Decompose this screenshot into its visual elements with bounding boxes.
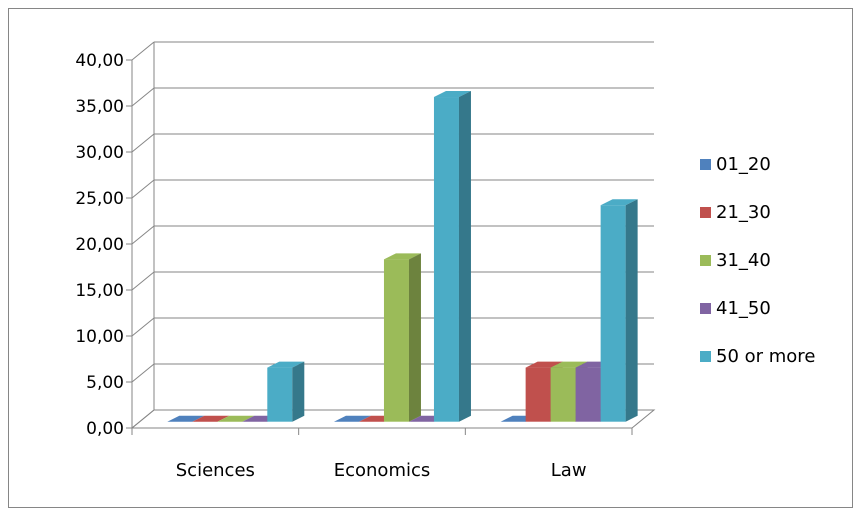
bar-top [383,253,421,260]
bar-top [550,361,588,368]
bar-top [192,415,230,422]
legend-swatch [700,303,711,314]
bar-top [433,91,471,98]
bar-top [525,361,563,368]
y-tick-label: 40,00 [75,51,124,71]
y-tick-label: 35,00 [75,97,124,117]
gridline-diagonal [131,87,155,107]
bars [167,91,638,422]
bar-side [292,361,305,422]
bar-top [267,361,305,368]
bar-top [167,415,205,422]
gridline-diagonal [131,225,155,245]
bar [217,415,255,422]
bar [600,199,638,422]
bar [383,253,421,422]
bar-front [383,259,409,422]
y-tick-label: 30,00 [75,143,124,163]
bar-front [525,367,551,422]
bar [433,91,471,422]
gridline-diagonal [131,363,155,383]
y-tick-label: 0,00 [86,419,124,439]
legend-label: 31_40 [716,250,771,271]
gridline-diagonal [131,317,155,337]
bar [192,415,230,422]
bar-front [550,367,576,422]
gridline-diagonal [131,133,155,153]
legend: 01_20 21_30 31_40 41_50 50 or more [700,154,815,367]
axes [126,42,656,435]
gridline-diagonal [131,41,155,61]
bar-top [217,415,255,422]
legend-label: 50 or more [716,346,815,367]
legend-label: 21_30 [716,202,771,223]
bar-side [625,199,638,422]
gridline-diagonal [131,179,155,199]
legend-swatch [700,255,711,266]
y-tick-label: 25,00 [75,189,124,209]
bar-front [433,97,459,422]
legend-label: 41_50 [716,298,771,319]
gridline-diagonal [131,271,155,291]
bar-top [600,199,638,206]
bar-side [458,91,471,422]
tick-labels: 0,00 5,00 10,00 15,00 20,00 25,00 30,00 35,00 40… [75,51,586,481]
legend-swatch [700,351,711,362]
legend-swatch [700,159,711,170]
x-tick-label: Economics [334,460,431,481]
bar [333,415,371,422]
legend-label: 01_20 [716,154,771,175]
bar-front [600,205,626,422]
bar [267,361,305,422]
bar-top [333,415,371,422]
x-tick-label: Law [551,460,587,481]
legend-swatch [700,207,711,218]
bar-side [408,253,421,422]
y-tick-label: 10,00 [75,327,124,347]
bar [167,415,205,422]
y-tick-label: 20,00 [75,235,124,255]
bar-front [575,367,601,422]
y-tick-label: 5,00 [86,373,124,393]
y-tick-label: 15,00 [75,281,124,301]
bar-front [267,367,293,422]
chart-frame [8,8,853,508]
x-tick-label: Sciences [176,460,255,481]
